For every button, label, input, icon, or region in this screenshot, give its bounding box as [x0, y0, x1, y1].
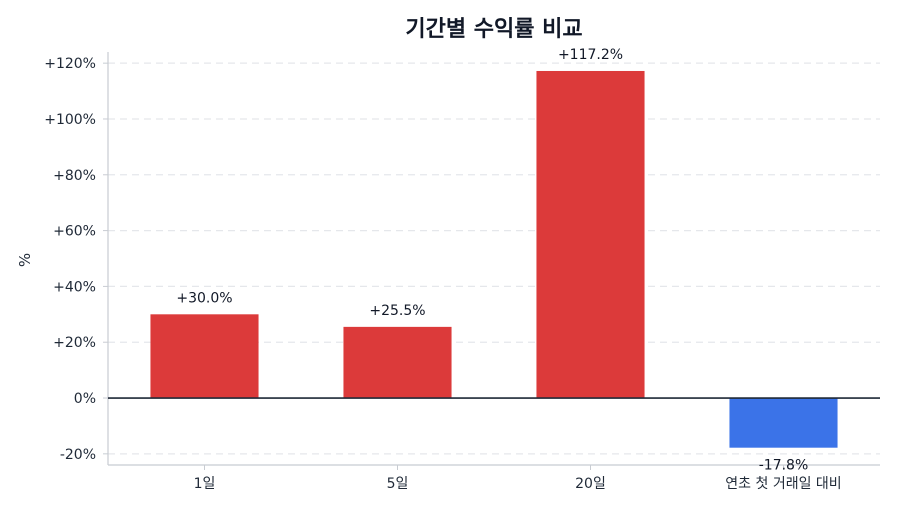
y-tick-label: 0%: [74, 391, 96, 407]
bar-2: [536, 70, 645, 399]
bar-0: [150, 314, 259, 399]
x-tick-label: 1일: [194, 476, 216, 492]
y-tick-label: +40%: [53, 279, 96, 295]
y-tick-label: -20%: [60, 447, 96, 463]
x-tick-label: 5일: [387, 476, 409, 492]
y-ticks: -20% 0% +20% +40% +60% +80% +100% +120%: [44, 56, 108, 463]
y-axis-label: %: [16, 253, 34, 267]
axes: [107, 52, 880, 466]
y-tick-label: +20%: [53, 335, 96, 351]
data-label: +25.5%: [369, 303, 425, 319]
bars: [150, 70, 838, 448]
data-labels: +30.0% +25.5% +117.2% -17.8%: [176, 47, 808, 474]
data-label: -17.8%: [759, 458, 809, 474]
data-label: +117.2%: [558, 47, 623, 63]
y-tick-label: +120%: [44, 56, 96, 72]
x-tick-label: 20일: [575, 476, 606, 492]
y-tick-label: +60%: [53, 224, 96, 240]
bar-3: [729, 398, 838, 448]
bar-1: [343, 326, 452, 399]
gridlines: [108, 62, 880, 455]
data-label: +30.0%: [176, 290, 232, 306]
x-tick-label: 연초 첫 거래일 대비: [725, 476, 841, 492]
x-ticks: 1일 5일 20일 연초 첫 거래일 대비: [194, 465, 842, 492]
y-tick-label: +80%: [53, 168, 96, 184]
chart-title: 기간별 수익률 비교: [405, 17, 582, 42]
y-tick-label: +100%: [44, 112, 96, 128]
